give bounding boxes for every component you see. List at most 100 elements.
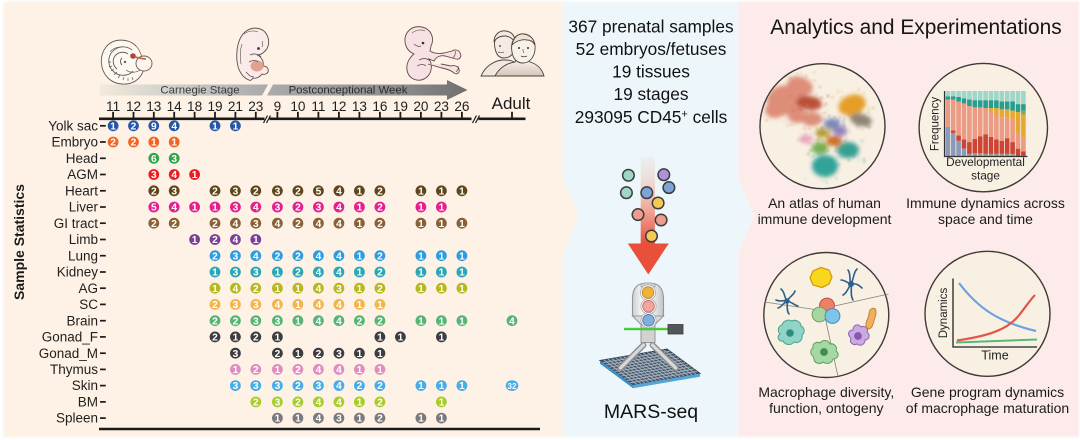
- svg-text:2: 2: [295, 251, 301, 262]
- svg-text:Yolk sac: Yolk sac: [48, 118, 98, 133]
- svg-text:4: 4: [336, 381, 342, 392]
- svg-text:1: 1: [253, 235, 259, 246]
- svg-text:3: 3: [336, 414, 342, 425]
- svg-text:2: 2: [377, 219, 383, 230]
- svg-text:1: 1: [439, 333, 445, 344]
- svg-text:1: 1: [439, 414, 445, 425]
- svg-text:Skin: Skin: [72, 378, 98, 393]
- svg-text:13: 13: [352, 99, 367, 114]
- svg-text:2: 2: [151, 186, 157, 197]
- svg-text:1: 1: [357, 300, 363, 311]
- svg-text:BM: BM: [78, 395, 98, 410]
- svg-text:12: 12: [126, 99, 141, 114]
- svg-text:1: 1: [459, 284, 465, 295]
- svg-text:2: 2: [212, 333, 218, 344]
- svg-text:9: 9: [274, 99, 282, 114]
- svg-text:1: 1: [357, 268, 363, 279]
- svg-text:2: 2: [295, 219, 301, 230]
- svg-text:Embryo: Embryo: [51, 135, 98, 150]
- svg-text:1: 1: [439, 203, 445, 214]
- svg-text:1: 1: [459, 316, 465, 327]
- svg-text:3: 3: [275, 203, 281, 214]
- svg-text:1: 1: [212, 284, 218, 295]
- svg-text:1: 1: [459, 251, 465, 262]
- svg-text:19 tissues: 19 tissues: [612, 62, 690, 82]
- svg-text:3: 3: [233, 186, 239, 197]
- svg-text:1: 1: [192, 235, 198, 246]
- svg-text:6: 6: [151, 154, 157, 165]
- svg-text:Time: Time: [981, 349, 1008, 363]
- svg-text:3: 3: [253, 381, 259, 392]
- svg-text:1: 1: [439, 381, 445, 392]
- svg-text:1: 1: [357, 284, 363, 295]
- svg-text:1: 1: [459, 219, 465, 230]
- svg-text:2: 2: [295, 186, 301, 197]
- svg-text:SC: SC: [79, 297, 98, 312]
- svg-text:1: 1: [357, 398, 363, 409]
- svg-text:1: 1: [295, 284, 301, 295]
- svg-text:4: 4: [253, 203, 259, 214]
- svg-text:1: 1: [357, 186, 363, 197]
- svg-text:Brain: Brain: [66, 313, 98, 328]
- svg-text:5: 5: [316, 186, 322, 197]
- svg-text:1: 1: [151, 138, 157, 149]
- svg-text:1: 1: [377, 365, 383, 376]
- svg-text:3: 3: [275, 316, 281, 327]
- svg-text:32: 32: [508, 382, 517, 391]
- svg-text:2: 2: [253, 284, 259, 295]
- svg-text:1: 1: [110, 121, 116, 132]
- svg-text:4: 4: [336, 251, 342, 262]
- svg-text:20: 20: [413, 99, 429, 114]
- svg-text:2: 2: [212, 186, 218, 197]
- svg-text:11: 11: [311, 99, 325, 114]
- svg-text:4: 4: [336, 186, 342, 197]
- svg-text:2: 2: [357, 381, 363, 392]
- svg-text:4: 4: [171, 203, 177, 214]
- svg-text:2: 2: [212, 235, 218, 246]
- svg-text:Analytics and Experimentations: Analytics and Experimentations: [770, 16, 1061, 39]
- svg-text:26: 26: [454, 99, 469, 114]
- svg-text:Dynamics: Dynamics: [938, 288, 950, 339]
- svg-text:MARS-seq: MARS-seq: [604, 401, 698, 423]
- svg-text:1: 1: [439, 251, 445, 262]
- svg-text:3: 3: [275, 186, 281, 197]
- svg-text:52 embryos/fetuses: 52 embryos/fetuses: [576, 39, 727, 59]
- svg-text:1: 1: [275, 284, 281, 295]
- svg-text:9: 9: [151, 121, 157, 132]
- svg-text:2: 2: [212, 219, 218, 230]
- svg-text:1: 1: [418, 186, 424, 197]
- svg-text:3: 3: [233, 349, 239, 360]
- svg-text:13: 13: [146, 99, 161, 114]
- svg-text:2: 2: [253, 333, 259, 344]
- svg-text:1: 1: [212, 121, 218, 132]
- svg-text:3: 3: [171, 186, 177, 197]
- svg-text:Thymus: Thymus: [50, 362, 98, 377]
- svg-text:3: 3: [233, 203, 239, 214]
- svg-text:3: 3: [275, 398, 281, 409]
- svg-text:2: 2: [357, 316, 363, 327]
- svg-text:3: 3: [316, 381, 322, 392]
- svg-text:4: 4: [171, 170, 177, 181]
- svg-text:1: 1: [439, 219, 445, 230]
- svg-text:4: 4: [316, 365, 322, 376]
- svg-text:AGM: AGM: [67, 167, 98, 182]
- svg-text:1: 1: [439, 186, 445, 197]
- svg-text:1: 1: [418, 219, 424, 230]
- svg-text:14: 14: [167, 99, 183, 114]
- svg-text:Gonad_F: Gonad_F: [42, 330, 98, 345]
- svg-text:4: 4: [336, 268, 342, 279]
- svg-text:Kidney: Kidney: [57, 265, 99, 280]
- svg-text:1: 1: [418, 381, 424, 392]
- svg-text:4: 4: [233, 219, 239, 230]
- svg-text:2: 2: [253, 186, 259, 197]
- svg-text:2: 2: [316, 349, 322, 360]
- svg-text:4: 4: [316, 284, 322, 295]
- svg-text:23: 23: [434, 99, 449, 114]
- svg-text:2: 2: [253, 365, 259, 376]
- svg-text:4: 4: [171, 121, 177, 132]
- svg-text:Spleen: Spleen: [56, 411, 98, 426]
- svg-text:19: 19: [207, 99, 222, 114]
- svg-text:1: 1: [377, 349, 383, 360]
- svg-text:4: 4: [316, 219, 322, 230]
- svg-text:4: 4: [233, 235, 239, 246]
